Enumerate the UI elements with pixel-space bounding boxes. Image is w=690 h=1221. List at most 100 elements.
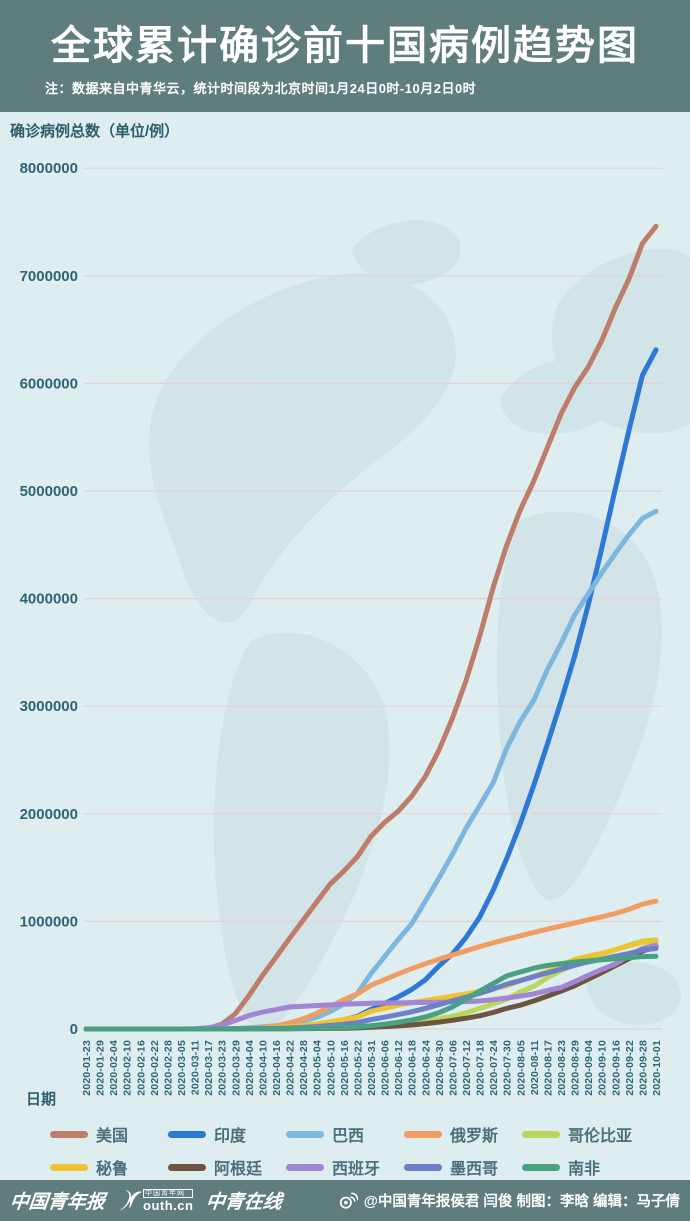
x-tick-label: 2020-05-10 — [325, 1040, 337, 1096]
map-greenland — [352, 220, 461, 285]
legend-label: 阿根廷 — [214, 1161, 263, 1178]
legend-label: 墨西哥 — [450, 1161, 499, 1178]
legend-label: 秘鲁 — [96, 1161, 129, 1178]
x-tick-label: 2020-02-28 — [162, 1040, 174, 1096]
x-tick-label: 2020-08-29 — [570, 1040, 582, 1096]
x-tick-label: 2020-04-22 — [285, 1040, 297, 1096]
legend-swatch — [50, 1130, 88, 1138]
map-australia — [586, 962, 681, 1026]
legend-item: 印度 — [168, 1122, 286, 1146]
x-tick-label: 2020-06-24 — [420, 1040, 432, 1096]
weibo-icon — [339, 1192, 358, 1209]
legend-label: 西班牙 — [332, 1161, 381, 1178]
x-tick-label: 2020-02-04 — [108, 1040, 120, 1096]
y-tick-label: 3000000 — [20, 698, 78, 715]
x-tick-label: 2020-03-17 — [203, 1040, 215, 1096]
page-title: 全球累计确诊前十国病例趋势图 — [51, 24, 639, 68]
x-tick-label: 2020-05-31 — [366, 1040, 378, 1096]
x-tick-label: 2020-06-18 — [407, 1040, 419, 1096]
x-tick-label: 2020-03-23 — [217, 1040, 229, 1096]
legend-swatch — [168, 1163, 206, 1171]
y-tick-label: 7000000 — [20, 268, 78, 285]
youth-cn-url: outh.cn — [143, 1198, 194, 1213]
x-tick-label: 2020-04-10 — [257, 1040, 269, 1096]
x-tick-label: 2020-04-16 — [271, 1040, 283, 1096]
youth-cn-text: 中国青年网 outh.cn — [143, 1189, 194, 1213]
x-tick-label: 2020-09-22 — [624, 1040, 636, 1096]
y-tick-label: 2000000 — [20, 806, 78, 823]
legend-label: 印度 — [214, 1128, 247, 1145]
legend-item: 巴西 — [286, 1122, 404, 1146]
y-tick-label: 6000000 — [20, 375, 78, 392]
x-tick-label: 2020-06-30 — [434, 1040, 446, 1096]
x-tick-label: 2020-02-16 — [135, 1040, 147, 1096]
x-tick-label: 2020-07-18 — [475, 1040, 487, 1096]
x-tick-label: 2020-06-06 — [380, 1040, 392, 1096]
legend: 美国 印度 巴西 俄罗斯 哥伦比亚秘鲁 阿根廷 西班牙 墨西哥 南非 — [0, 1122, 690, 1179]
x-tick-label: 2020-07-30 — [502, 1040, 514, 1096]
x-tick-label: 2020-03-11 — [190, 1040, 202, 1095]
x-tick-label: 2020-08-11 — [529, 1040, 541, 1095]
y-tick-label: 0 — [70, 1021, 78, 1038]
x-tick-label: 2020-01-23 — [81, 1040, 93, 1096]
youth-cn-logo: 中国青年网 outh.cn — [118, 1189, 194, 1213]
x-tick-label: 2020-09-28 — [637, 1040, 649, 1096]
china-youth-daily-logo: 中国青年报 — [8, 1191, 107, 1213]
x-tick-label: 2020-02-10 — [122, 1040, 134, 1096]
x-tick-label: 2020-09-10 — [597, 1040, 609, 1096]
x-tick-label: 2020-08-23 — [556, 1040, 568, 1096]
series-line-印度 — [83, 347, 659, 1032]
legend-swatch — [404, 1130, 442, 1138]
x-tick-label: 2020-04-28 — [298, 1040, 310, 1096]
legend-item: 哥伦比亚 — [522, 1122, 640, 1146]
x-tick-label: 2020-05-16 — [339, 1040, 351, 1096]
y-axis-title: 确诊病例总数（单位/例） — [10, 123, 180, 140]
series-line-南非 — [83, 953, 659, 1032]
x-tick-label: 2020-05-04 — [312, 1040, 324, 1096]
y-tick-label: 4000000 — [20, 591, 78, 608]
x-tick-label: 2020-04-04 — [244, 1040, 256, 1096]
legend-label: 巴西 — [332, 1128, 365, 1145]
credit-text: @中国青年报侯君 闫俊 制图：李晗 编辑：马子倩 — [363, 1194, 680, 1210]
legend-swatch — [50, 1163, 88, 1171]
legend-item: 墨西哥 — [404, 1155, 522, 1179]
y-tick-label: 1000000 — [20, 913, 78, 930]
legend-label: 哥伦比亚 — [568, 1128, 633, 1145]
map-south-america — [213, 632, 390, 1031]
legend-item: 南非 — [522, 1155, 640, 1179]
x-tick-label: 2020-09-04 — [583, 1040, 595, 1096]
x-tick-label: 2020-05-22 — [352, 1040, 364, 1096]
dove-icon — [119, 1189, 143, 1211]
legend-item: 秘鲁 — [50, 1155, 168, 1179]
x-tick-label: 2020-08-17 — [542, 1040, 554, 1096]
legend-item: 俄罗斯 — [404, 1122, 522, 1146]
youth-cn-badge: 中国青年网 — [143, 1189, 194, 1198]
legend-item: 阿根廷 — [168, 1155, 286, 1179]
legend-label: 美国 — [96, 1128, 129, 1145]
legend-swatch — [522, 1163, 560, 1171]
map-north-america — [149, 273, 456, 623]
series-line-巴西 — [83, 508, 659, 1032]
x-tick-label: 2020-03-05 — [176, 1040, 188, 1096]
legend-label: 南非 — [568, 1161, 601, 1178]
legend-swatch — [286, 1130, 324, 1138]
legend-swatch — [404, 1163, 442, 1171]
legend-swatch — [168, 1130, 206, 1138]
legend-swatch — [522, 1130, 560, 1138]
y-tick-label: 8000000 — [20, 160, 78, 177]
x-tick-label: 2020-02-22 — [149, 1040, 161, 1096]
x-tick-label: 2020-07-24 — [488, 1040, 500, 1096]
legend-item: 美国 — [50, 1122, 168, 1146]
legend-item: 西班牙 — [286, 1155, 404, 1179]
map-asia — [551, 248, 690, 434]
x-tick-label: 2020-01-29 — [95, 1040, 107, 1096]
x-tick-label: 2020-07-06 — [447, 1040, 459, 1096]
x-tick-label: 2020-03-29 — [230, 1040, 242, 1096]
x-tick-label: 2020-10-01 — [651, 1040, 663, 1096]
x-tick-label: 2020-09-16 — [610, 1040, 622, 1096]
publisher-logos: 中国青年报 中国青年网 outh.cn 中青在线 — [8, 1187, 283, 1214]
legend-swatch — [286, 1163, 324, 1171]
x-tick-label: 2020-08-05 — [515, 1040, 527, 1096]
